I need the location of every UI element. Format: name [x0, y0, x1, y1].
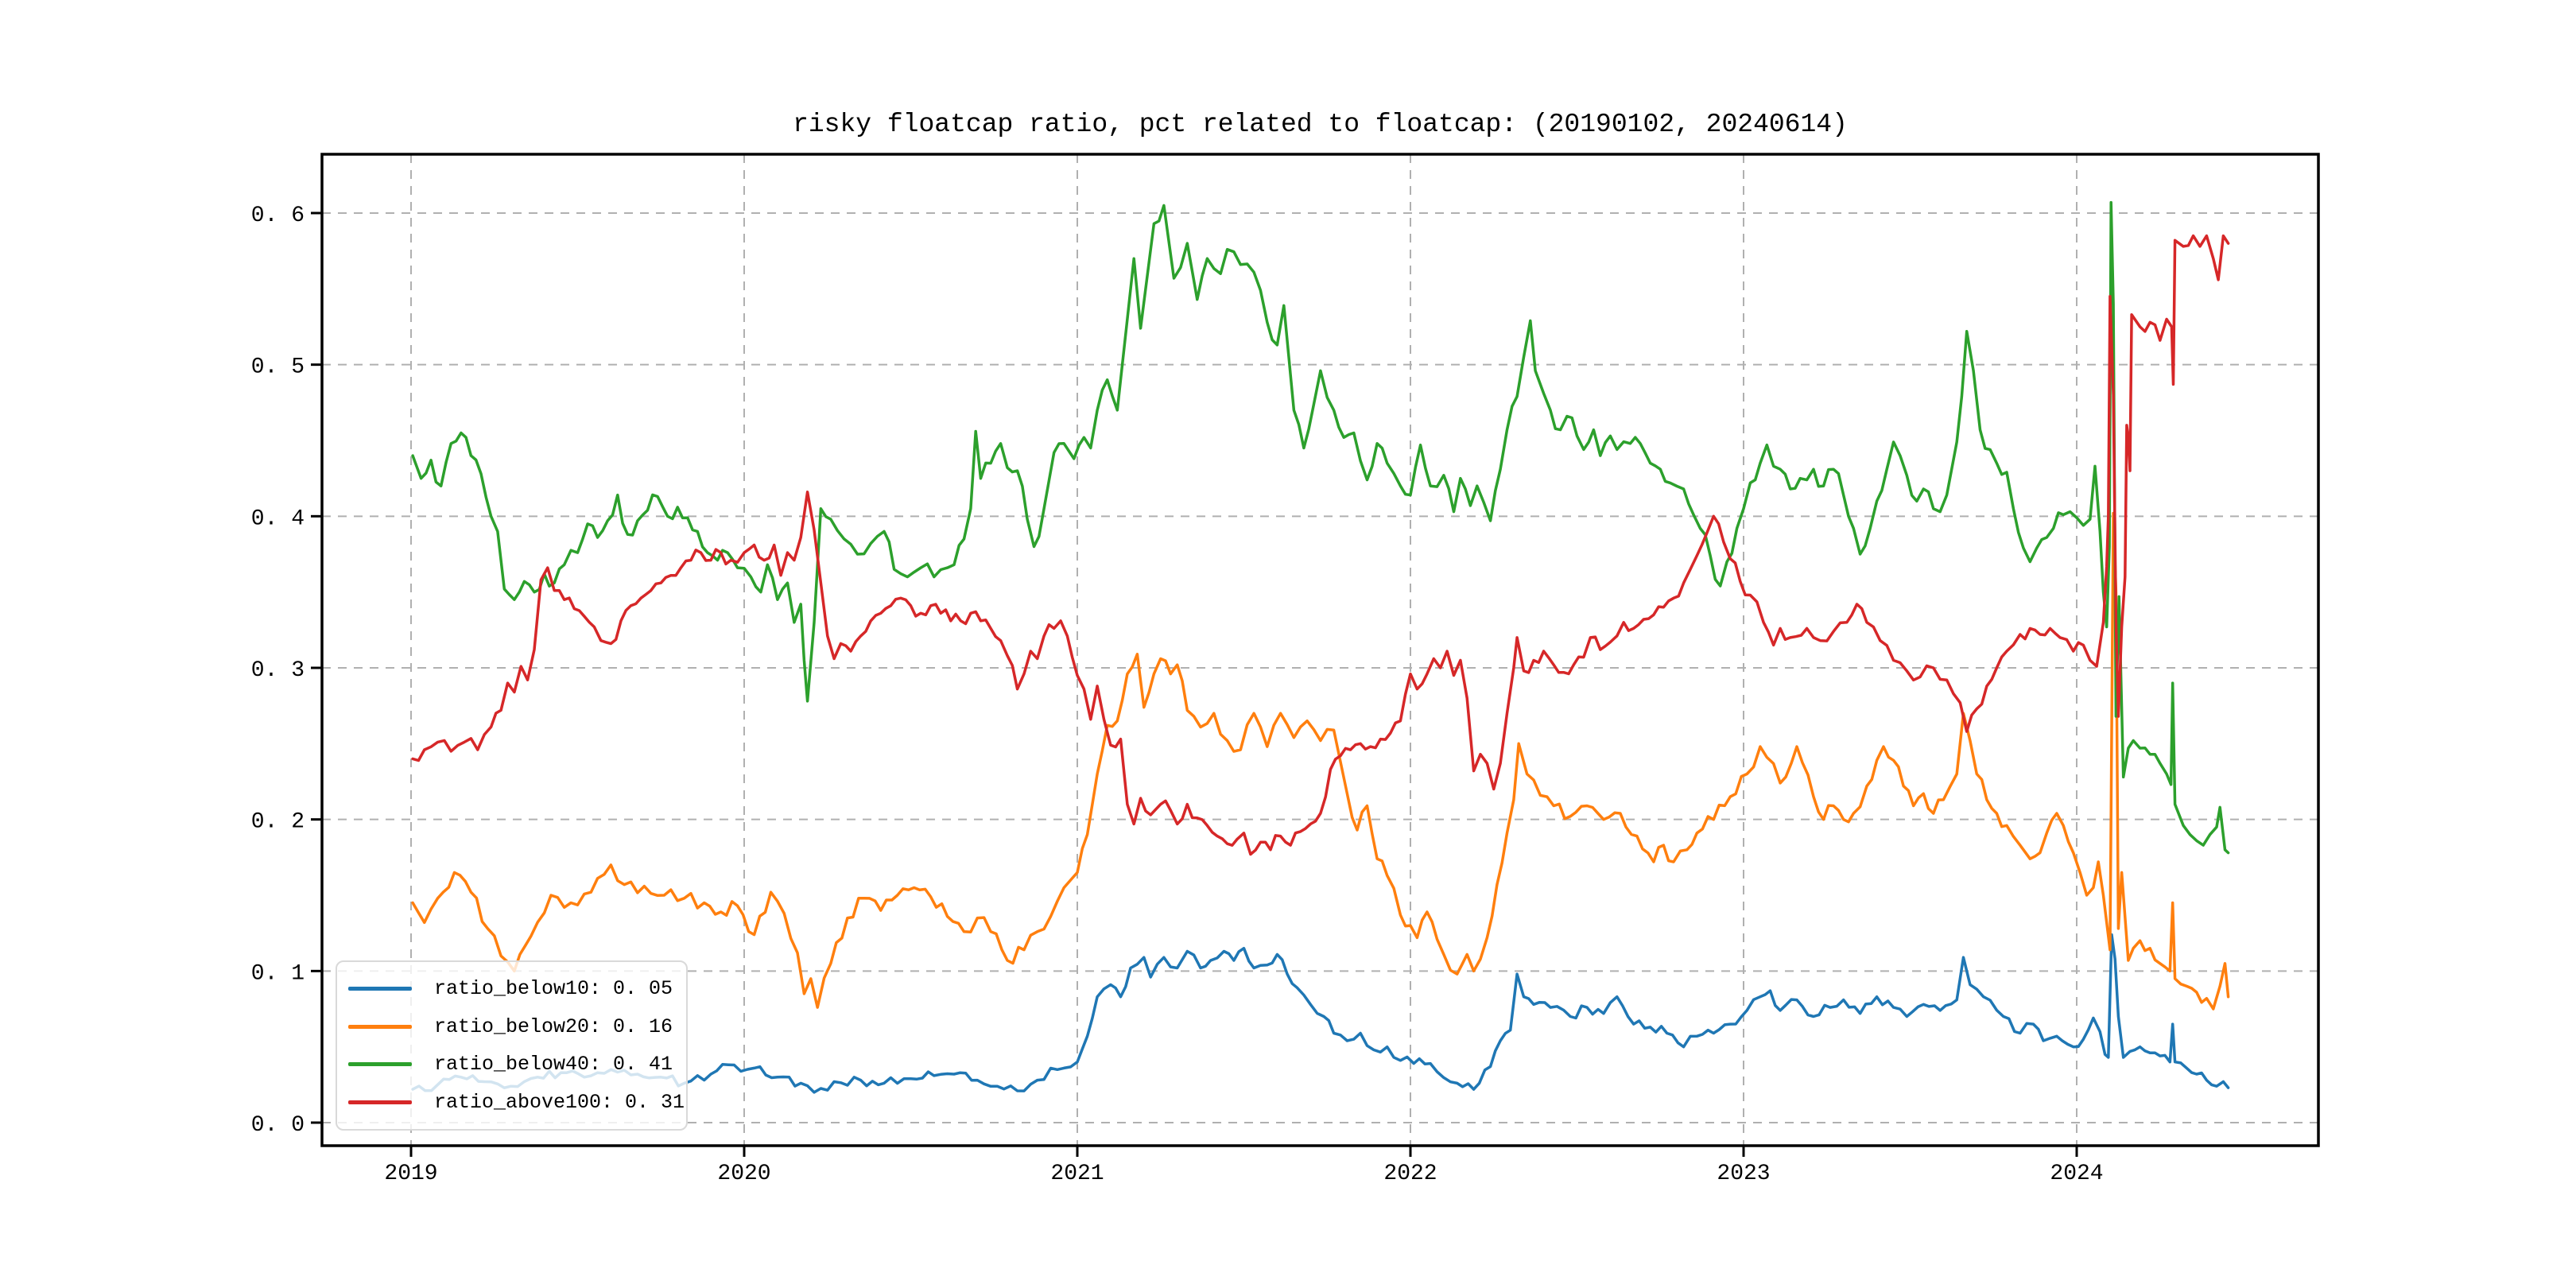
legend-item-ratio_below10: ratio_below10: 0. 05 [348, 979, 681, 999]
y-tick-label: 0. 5 [251, 355, 305, 380]
x-tick-label: 2019 [384, 1162, 437, 1186]
data-series [411, 200, 2230, 1094]
series-line-ratio_below10 [411, 933, 2230, 1094]
y-tick-label: 0. 0 [251, 1113, 305, 1138]
legend: ratio_below10: 0. 05 ratio_below20: 0. 16… [336, 960, 688, 1131]
axis-ticks [311, 211, 2078, 1157]
series-line-ratio_below40 [411, 200, 2230, 855]
x-tick-label: 2024 [2050, 1162, 2103, 1186]
x-tick-label: 2023 [1717, 1162, 1770, 1186]
x-tick-label: 2021 [1050, 1162, 1104, 1186]
chart-title: risky floatcap ratio, pct related to flo… [793, 110, 1848, 139]
series-line-ratio_below20 [411, 511, 2230, 1011]
y-tick-label: 0. 6 [251, 204, 305, 228]
y-tick-label: 0. 4 [251, 506, 305, 531]
y-tick-label: 0. 1 [251, 961, 305, 986]
x-tick-label: 2022 [1383, 1162, 1437, 1186]
legend-label: ratio_below20: 0. 16 [434, 1014, 673, 1038]
axis-tick-labels: 2019 2020 2021 2022 2023 2024 0. 0 0. 1 0. 2 0. 3… [251, 204, 2104, 1186]
y-tick-label: 0. 2 [251, 810, 305, 835]
y-tick-label: 0. 3 [251, 658, 305, 683]
legend-item-ratio_below40: ratio_below40: 0. 41 [348, 1054, 681, 1074]
axes-border [320, 153, 2320, 1147]
legend-line-swatch [348, 987, 412, 991]
legend-label: ratio_below40: 0. 41 [434, 1053, 673, 1077]
legend-label: ratio_above100: 0. 31 [434, 1090, 685, 1114]
legend-line-swatch [348, 1024, 412, 1029]
series-line-ratio_above100 [411, 234, 2230, 856]
gridlines [322, 154, 2318, 1146]
legend-item-ratio_above100: ratio_above100: 0. 31 [348, 1092, 685, 1112]
legend-item-ratio_below20: ratio_below20: 0. 16 [348, 1017, 681, 1037]
legend-line-swatch [348, 1062, 412, 1067]
legend-line-swatch [348, 1100, 412, 1104]
x-tick-label: 2020 [717, 1162, 770, 1186]
legend-label: ratio_below10: 0. 05 [434, 977, 673, 1001]
